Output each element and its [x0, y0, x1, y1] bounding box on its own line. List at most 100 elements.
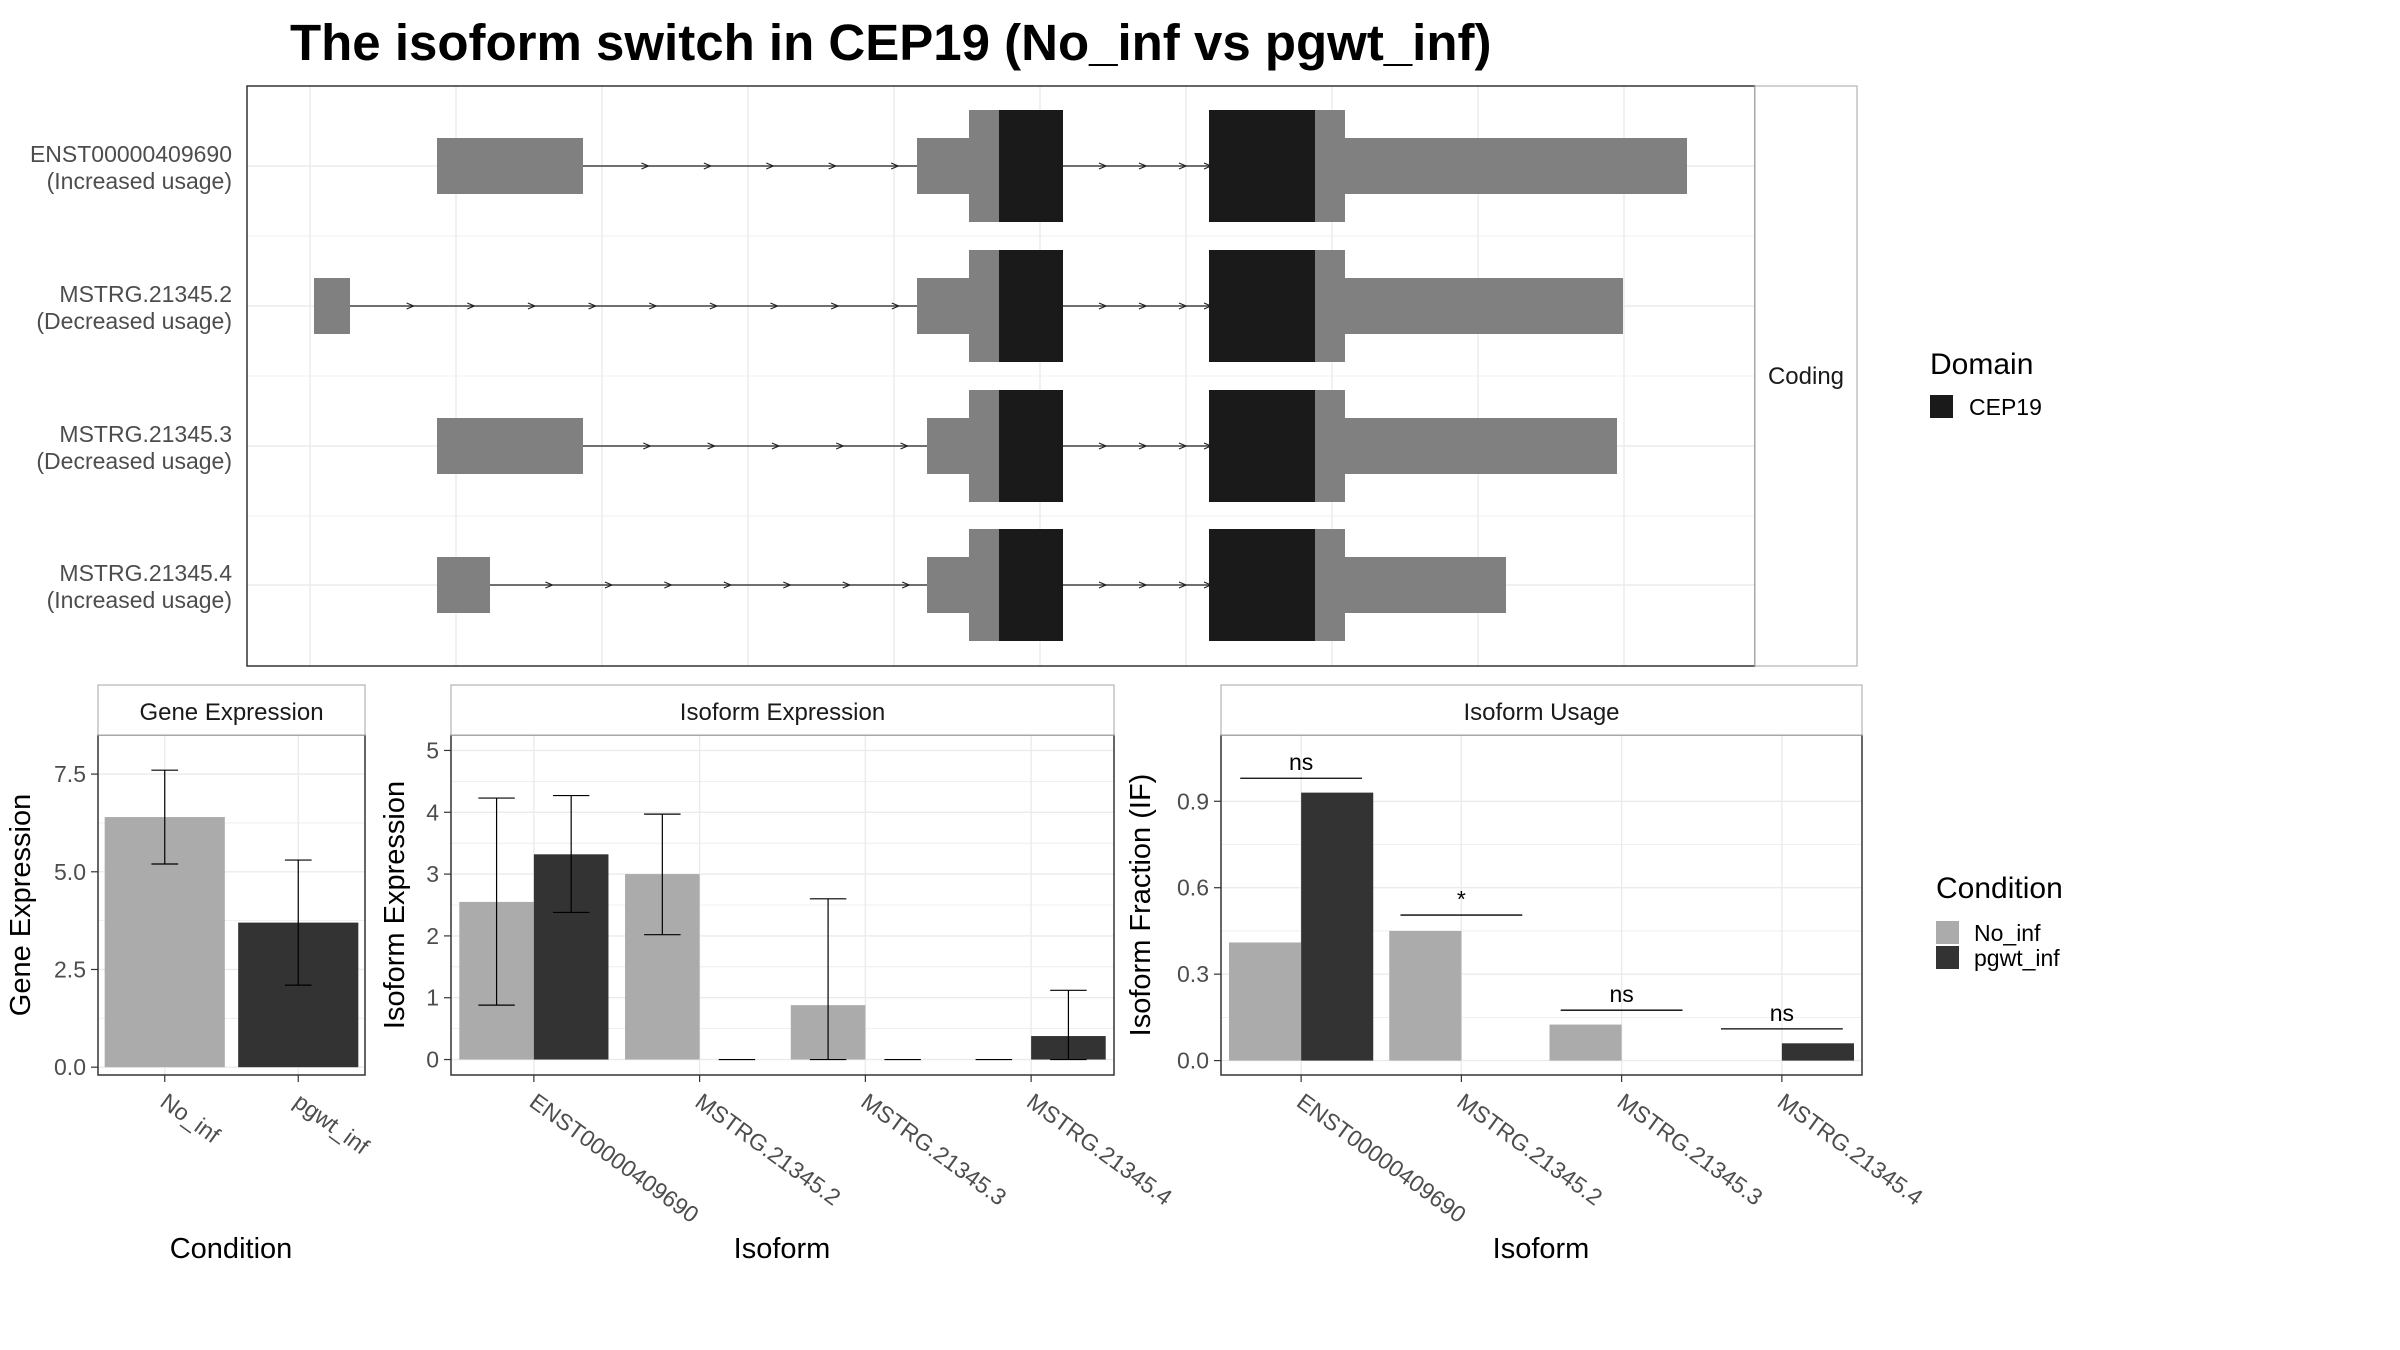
intron-arrow [890, 162, 900, 170]
exon-coding-2 [969, 110, 999, 222]
chart-1-xtick-label-mstrg-21345-4: MSTRG.21345.4 [1022, 1088, 1177, 1211]
chart-1-strip [450, 684, 1115, 736]
cep19-domain-1 [999, 110, 1063, 222]
transcript-labels: ENST00000409690(Increased usage)MSTRG.21… [30, 141, 232, 613]
cep19-domain-1 [999, 529, 1063, 641]
intron-arrow [783, 581, 792, 589]
transcript-usage-mstrg-21345-4: (Increased usage) [47, 587, 232, 613]
cep19-domain-2 [1209, 390, 1315, 502]
chart-0-strip [97, 684, 366, 736]
chart-2-ytick-label-0: 0.0 [1177, 1048, 1209, 1074]
chart-2-xtick-label-enst00000409690: ENST00000409690 [1292, 1088, 1471, 1228]
condition-legend: Condition No_inf pgwt_inf [1936, 872, 2063, 971]
chart-1-ytick-label-1: 1 [426, 985, 439, 1011]
intron-arrow [1178, 581, 1188, 589]
cep19-domain-2 [1209, 110, 1315, 222]
chart-0-xlabel: Condition [170, 1233, 293, 1265]
intron-arrow [1178, 162, 1188, 170]
chart-1-xtick-label-enst00000409690: ENST00000409690 [525, 1088, 704, 1228]
chart-0-ytick-label-2: 5.0 [54, 859, 86, 885]
chart-2-sig-label-3: ns [1770, 1000, 1794, 1026]
chart-2-ytick-label-1: 0.3 [1177, 961, 1209, 987]
chart-1-ytick-label-3: 3 [426, 861, 439, 887]
chart-2-xtick-label-mstrg-21345-3: MSTRG.21345.3 [1613, 1088, 1768, 1210]
intron-arrow [771, 442, 781, 450]
intron-arrow [835, 442, 845, 450]
chart-2-xtick-label-mstrg-21345-4: MSTRG.21345.4 [1773, 1088, 1928, 1211]
chart-1-ytick-label-5: 5 [426, 737, 439, 763]
intron-arrow [406, 302, 416, 310]
cep19-domain-1 [999, 390, 1063, 502]
intron-arrow [707, 442, 717, 450]
exon-coding-3 [1315, 110, 1345, 222]
intron-arrow [643, 442, 652, 450]
chart-2-xtick-label-mstrg-21345-2: MSTRG.21345.2 [1452, 1088, 1607, 1210]
exon-utr-2 [917, 278, 969, 334]
intron-arrow [709, 302, 719, 310]
intron-arrow [1098, 442, 1108, 450]
chart-2-sig-label-0: ns [1289, 749, 1313, 775]
chart-2-sig-label-2: ns [1609, 981, 1633, 1007]
condition-legend-title: Condition [1936, 872, 2063, 905]
intron-arrow [900, 442, 910, 450]
chart-1-title: Isoform Expression [680, 699, 885, 726]
intron-arrow [703, 162, 713, 170]
intron-arrow [588, 302, 598, 310]
intron-arrow [1138, 302, 1148, 310]
exon-coding-2 [969, 250, 999, 362]
condition-legend-label-no-inf: No_inf [1974, 920, 2041, 946]
domain-legend-title: Domain [1930, 348, 2033, 381]
intron-arrow [1138, 442, 1148, 450]
chart-1-ytick-label-2: 2 [426, 923, 439, 949]
exon-utr-2 [927, 557, 969, 613]
exon-utr-2 [917, 138, 969, 194]
chart-0-ylabel: Gene Expression [5, 794, 37, 1016]
intron-arrow [1178, 442, 1188, 450]
intron-arrow [545, 581, 554, 589]
chart-0-ytick-label-3: 7.5 [54, 761, 86, 787]
chart-1-ylabel: Isoform Expression [379, 781, 411, 1029]
transcript-label-mstrg-21345-3: MSTRG.21345.3 [59, 421, 232, 447]
transcript-track-mstrg-21345-4 [437, 529, 1506, 641]
exon-utr-1 [314, 278, 350, 334]
gene-expression-chart: Gene Expression 0.0 2.5 5.0 7.5 No_inf pgwt_in… [5, 684, 374, 1265]
chart-2-bar-no-inf-enst00000409690 [1229, 942, 1302, 1061]
intron-arrow [641, 162, 650, 170]
exon-utr-3 [1345, 557, 1506, 613]
chart-2-strip [1220, 684, 1863, 736]
isoform-usage-chart: ns * ns ns Isoform Usage 0.0 0.3 0.6 0.9 ENST0000… [1125, 684, 1928, 1265]
transcript-usage-mstrg-21345-2: (Decreased usage) [36, 308, 232, 334]
exon-coding-3 [1315, 250, 1345, 362]
chart-2-ylabel: Isoform Fraction (IF) [1125, 774, 1157, 1037]
cep19-domain-1 [999, 250, 1063, 362]
intron-arrow [1178, 302, 1188, 310]
chart-2-xlabel: Isoform [1493, 1233, 1590, 1265]
intron-arrow [664, 581, 673, 589]
condition-legend-label-pgwt-inf: pgwt_inf [1974, 945, 2060, 971]
figure-title: The isoform switch in CEP19 (No_inf vs p… [290, 14, 1491, 71]
domain-legend-label-cep19: CEP19 [1969, 394, 2042, 420]
intron-arrow [842, 581, 852, 589]
coding-strip [1754, 85, 1858, 667]
intron-arrow [830, 302, 840, 310]
intron-arrow [770, 302, 780, 310]
intron-arrow [1138, 581, 1148, 589]
cep19-domain-2 [1209, 529, 1315, 641]
intron-arrow [527, 302, 537, 310]
transcript-track-mstrg-21345-3 [437, 390, 1617, 502]
intron-arrow [891, 302, 901, 310]
transcript-tracks [314, 110, 1687, 641]
transcript-usage-mstrg-21345-3: (Decreased usage) [36, 448, 232, 474]
exon-utr-1 [437, 138, 583, 194]
domain-legend-key-cep19 [1930, 395, 1953, 418]
transcript-label-enst00000409690: ENST00000409690 [30, 141, 232, 167]
chart-1-ytick-label-4: 4 [426, 799, 439, 825]
intron-arrow [1098, 302, 1108, 310]
transcript-label-mstrg-21345-4: MSTRG.21345.4 [59, 560, 232, 586]
intron-arrow [828, 162, 838, 170]
condition-legend-key-pgwt-inf [1936, 946, 1959, 969]
chart-2-bar-no-inf-mstrg-21345-2 [1389, 930, 1462, 1061]
exon-coding-3 [1315, 390, 1345, 502]
intron-arrow [766, 162, 775, 170]
coding-strip-label: Coding [1768, 363, 1844, 390]
